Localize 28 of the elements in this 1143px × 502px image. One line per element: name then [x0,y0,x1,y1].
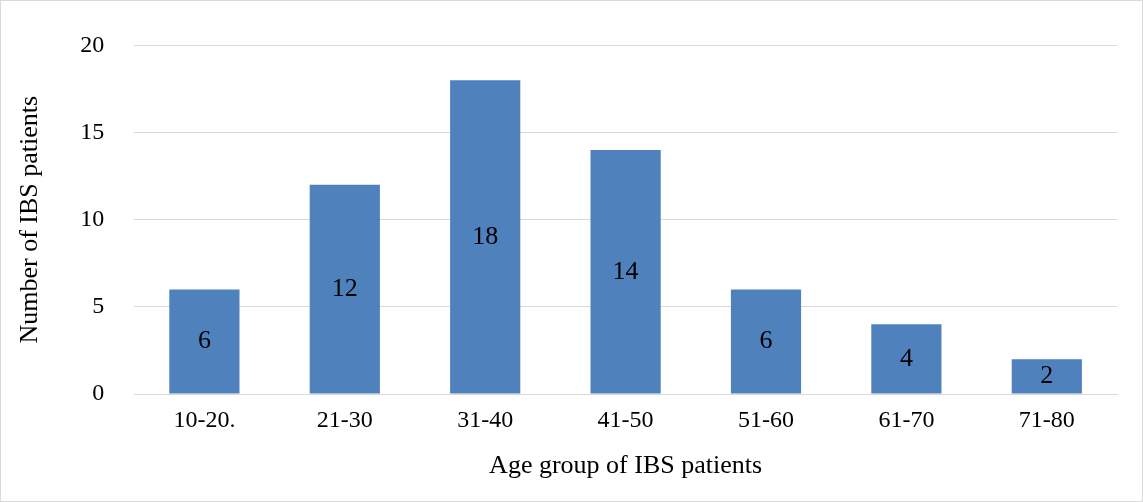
bar [450,80,521,394]
y-tick-label: 5 [92,292,105,319]
bar [1011,359,1082,394]
data-label: 12 [331,273,358,302]
bar [590,149,661,394]
y-tick-label: 0 [92,379,105,406]
bar [871,324,942,394]
data-label: 4 [899,342,913,372]
bar [169,289,240,394]
bar [730,289,802,394]
y-tick-label: 10 [80,205,105,231]
data-label: 6 [759,325,773,355]
data-label: 14 [612,255,639,285]
x-tick-label: 10-20. [173,405,236,432]
data-label: 18 [472,220,499,250]
x-tick-label: 51-60 [738,405,794,432]
y-axis-title: Number of IBS patients [14,95,44,344]
bar [309,184,380,394]
data-label: 2 [1040,360,1054,390]
x-tick-label: 31-40 [457,405,514,432]
y-tick-label: 15 [80,117,105,144]
x-tick-label: 61-70 [878,405,935,432]
y-tick-label: 20 [80,30,105,57]
x-tick-label: 21-30 [316,405,373,432]
x-tick-label: 71-80 [1018,405,1075,432]
data-label: 6 [197,325,211,355]
x-axis-title: Age group of IBS patients [489,450,763,480]
x-tick-label: 41-50 [597,405,654,432]
